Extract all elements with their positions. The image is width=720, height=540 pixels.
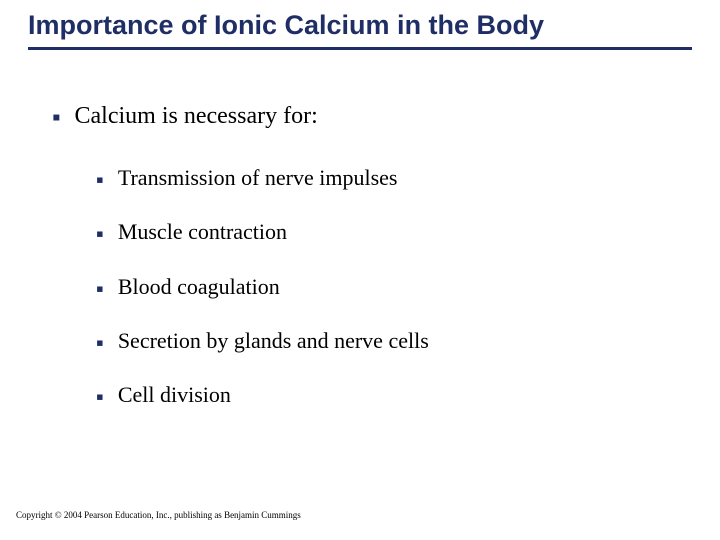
bullet-level2: ▪ Muscle contraction <box>96 219 680 245</box>
slide-title: Importance of Ionic Calcium in the Body <box>28 10 692 41</box>
square-bullet-icon: ▪ <box>52 106 61 130</box>
square-bullet-icon: ▪ <box>96 332 104 354</box>
square-bullet-icon: ▪ <box>96 169 104 191</box>
level1-text: Calcium is necessary for: <box>75 102 318 131</box>
level2-text: Cell division <box>118 382 231 408</box>
title-area: Importance of Ionic Calcium in the Body <box>0 0 720 50</box>
level2-text: Muscle contraction <box>118 219 287 245</box>
level2-text: Transmission of nerve impulses <box>118 165 398 191</box>
bullet-level2: ▪ Secretion by glands and nerve cells <box>96 328 680 354</box>
level2-text: Blood coagulation <box>118 274 280 300</box>
bullet-level1: ▪ Calcium is necessary for: <box>52 102 680 131</box>
square-bullet-icon: ▪ <box>96 386 104 408</box>
square-bullet-icon: ▪ <box>96 278 104 300</box>
level2-group: ▪ Transmission of nerve impulses ▪ Muscl… <box>52 165 680 409</box>
slide: { "title": { "text": "Importance of Ioni… <box>0 0 720 540</box>
bullet-level2: ▪ Blood coagulation <box>96 274 680 300</box>
content-area: ▪ Calcium is necessary for: ▪ Transmissi… <box>0 50 720 409</box>
square-bullet-icon: ▪ <box>96 223 104 245</box>
bullet-level2: ▪ Cell division <box>96 382 680 408</box>
level2-text: Secretion by glands and nerve cells <box>118 328 429 354</box>
bullet-level2: ▪ Transmission of nerve impulses <box>96 165 680 191</box>
copyright-text: Copyright © 2004 Pearson Education, Inc.… <box>16 510 301 520</box>
